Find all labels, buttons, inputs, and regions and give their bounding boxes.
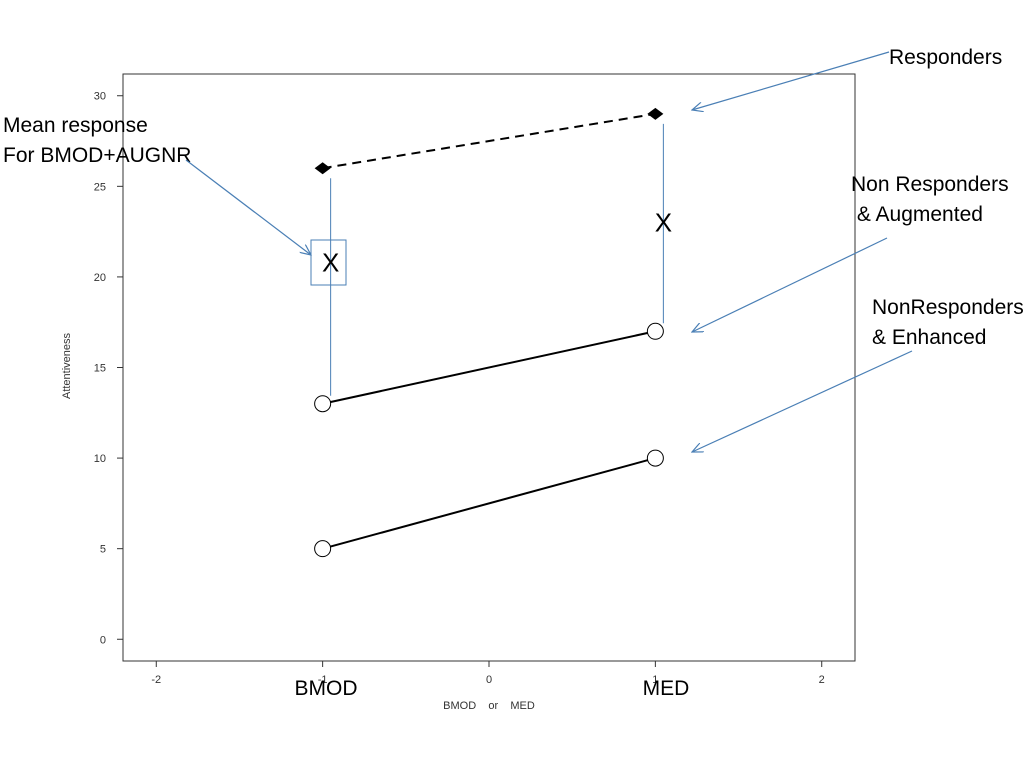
y-tick-label: 0 (100, 634, 106, 646)
annotation-augmented-line-1: Non Responders (851, 173, 1009, 196)
series-line-responders (322, 112, 656, 170)
series-line-enhanced (322, 457, 656, 550)
x-axis-label: BMOD or MED (443, 700, 535, 712)
mean-marker: X (322, 247, 339, 277)
annotation-augmented-line-2: & Augmented (851, 203, 983, 226)
y-tick-label: 10 (94, 453, 106, 465)
x-tick-label: 0 (486, 674, 492, 686)
y-tick-label: 5 (100, 544, 106, 556)
x-tick-label: 1 (652, 674, 658, 686)
annotation-enhanced: NonResponders & Enhanced (692, 296, 1024, 452)
annotation-mean-response-arrow (185, 159, 311, 255)
x-tick-label: -2 (151, 674, 161, 686)
x-tick-label: -1 (318, 674, 328, 686)
series-layer (314, 107, 664, 558)
y-tick-label: 30 (94, 91, 106, 103)
data-point-enhanced (314, 540, 332, 558)
mean-markers: XX (322, 208, 672, 278)
annotation-responders: Responders (692, 46, 1002, 110)
annotation-enhanced-line-1: NonResponders (872, 296, 1024, 319)
category-label-med: MED (643, 677, 690, 700)
y-axis-label: Attentiveness (61, 332, 73, 399)
annotation-augmented-arrow (692, 237, 888, 332)
data-point-augmented (314, 395, 332, 413)
y-tick-label: 20 (94, 272, 106, 284)
data-point-responders (647, 107, 664, 120)
y-tick-label: 25 (94, 181, 106, 193)
annotation-mean-response: Mean response For BMOD+AUGNR (3, 114, 311, 255)
data-point-enhanced (646, 449, 664, 467)
y-tick-label: 15 (94, 363, 106, 375)
annotation-responders-arrow (692, 51, 890, 110)
annotation-responders-line-1: Responders (889, 46, 1002, 69)
data-point-responders (314, 162, 331, 175)
x-axis: -2 -1 0 1 2 (151, 661, 825, 686)
category-label-bmod: BMOD (295, 677, 358, 700)
data-point-augmented (646, 322, 664, 340)
annotation-augmented: Non Responders & Augmented (692, 173, 1009, 332)
mean-marker: X (655, 208, 672, 238)
annotation-enhanced-arrow (692, 350, 913, 452)
x-tick-label: 2 (819, 674, 825, 686)
annotation-mean-response-line-1: Mean response (3, 114, 148, 137)
mean-marker-box (310, 239, 347, 286)
y-axis: 0 5 10 15 20 25 30 (94, 91, 123, 646)
annotation-mean-response-line-2: For BMOD+AUGNR (3, 144, 191, 167)
annotation-enhanced-line-2: & Enhanced (872, 326, 986, 349)
mean-span-lines (330, 123, 664, 396)
series-line-augmented (322, 330, 656, 405)
